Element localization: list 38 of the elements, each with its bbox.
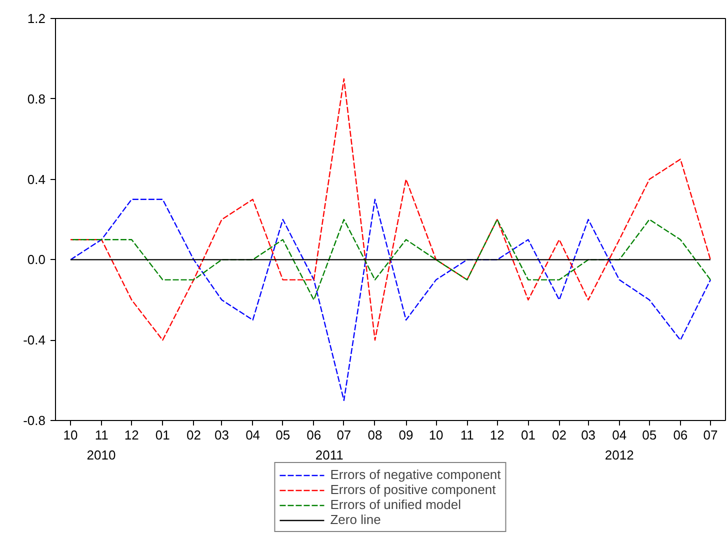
- legend-label: Zero line: [330, 512, 381, 527]
- text: 2010: [86, 448, 116, 462]
- legend-label: Errors of positive component: [330, 482, 496, 497]
- x-tick-label: 10: [63, 428, 78, 442]
- x-tick-label: 02: [186, 428, 201, 442]
- y-tick-label: -0.8: [23, 413, 46, 428]
- legend-label: Errors of negative component: [330, 467, 501, 482]
- x-tick-label: 10: [428, 428, 444, 442]
- x-tick-label: 03: [214, 428, 229, 442]
- y-tick-label: -0.4: [23, 332, 46, 348]
- x-tick-label: 04: [246, 428, 260, 442]
- x-tick-label: 07: [336, 428, 352, 442]
- y-tick-label: 0.4: [27, 172, 46, 187]
- x-tick-label: 11: [94, 428, 108, 442]
- line-series: [70, 218, 712, 300]
- text: 2012: [604, 448, 634, 462]
- y-tick-label: 0.0: [27, 252, 46, 268]
- line-series: [70, 198, 712, 401]
- x-tick-label: 12: [124, 428, 139, 442]
- x-tick-label: 01: [520, 428, 536, 442]
- x-tick-label: 12: [490, 428, 504, 442]
- x-tick-label: 05: [276, 428, 290, 442]
- text: 2011: [315, 448, 344, 462]
- x-tick-label: 11: [460, 428, 474, 442]
- x-tick-label: 06: [673, 428, 688, 442]
- x-tick-label: 09: [398, 428, 414, 442]
- y-tick-label: 1.2: [27, 11, 46, 26]
- line-series: [70, 78, 712, 341]
- x-tick-label: 08: [368, 428, 382, 442]
- x-tick-label: 06: [306, 428, 322, 442]
- y-tick-label: 0.8: [27, 91, 46, 106]
- x-tick-label: 05: [642, 428, 657, 442]
- x-tick-label: 04: [612, 428, 627, 442]
- x-tick-label: 07: [703, 428, 718, 442]
- legend-label: Errors of unified model: [330, 497, 462, 512]
- x-tick-label: 02: [552, 428, 566, 442]
- x-tick-label: 01: [155, 428, 170, 442]
- x-tick-label: 03: [581, 428, 596, 442]
